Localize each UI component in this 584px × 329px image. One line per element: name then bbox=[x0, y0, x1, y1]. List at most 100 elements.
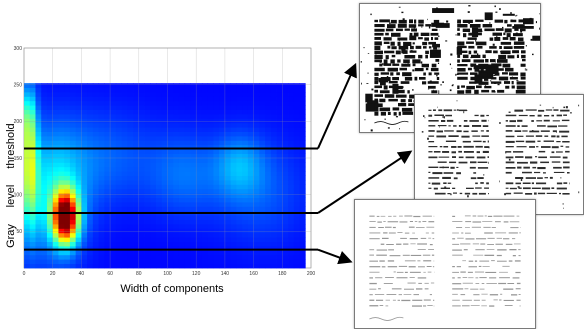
heatmap-cell bbox=[167, 131, 174, 137]
glyph-stroke bbox=[495, 232, 507, 234]
heatmap-cell bbox=[92, 180, 100, 185]
heatmap-cell bbox=[247, 232, 254, 238]
heatmap-cell bbox=[213, 237, 220, 242]
heatmap-cell bbox=[247, 224, 254, 229]
heatmap-cell bbox=[288, 118, 295, 124]
glyph-stroke bbox=[452, 305, 461, 307]
heatmap-cell bbox=[144, 149, 151, 154]
heatmap-cell bbox=[150, 202, 157, 207]
heatmap-cell bbox=[58, 109, 65, 115]
heatmap-cell bbox=[127, 224, 134, 229]
heatmap-cell bbox=[299, 109, 306, 115]
heatmap-cell bbox=[282, 140, 289, 146]
heatmap-cell bbox=[46, 149, 54, 154]
glyph-stroke bbox=[514, 109, 524, 112]
heatmap-cell bbox=[219, 193, 226, 198]
heatmap-cell bbox=[224, 193, 232, 198]
heatmap-cell bbox=[282, 136, 289, 141]
heatmap-cell bbox=[184, 224, 191, 229]
heatmap-cell bbox=[58, 250, 65, 256]
heatmap-cell bbox=[201, 105, 209, 110]
glyph-stroke bbox=[383, 59, 388, 64]
heatmap-cell bbox=[178, 162, 186, 168]
glyph-stroke bbox=[549, 156, 561, 158]
glyph-stroke bbox=[401, 299, 411, 302]
heatmap-cell bbox=[87, 158, 94, 163]
glyph-stroke bbox=[465, 227, 470, 228]
heatmap-cell bbox=[127, 193, 134, 198]
glyph-stroke bbox=[541, 146, 551, 148]
heatmap-cell bbox=[24, 83, 31, 88]
heatmap-cell bbox=[156, 250, 163, 256]
heatmap-cell bbox=[196, 149, 203, 154]
glyph-stroke bbox=[503, 215, 515, 217]
heatmap-cell bbox=[253, 92, 260, 97]
heatmap-cell bbox=[230, 184, 237, 190]
heatmap-cell bbox=[276, 250, 283, 256]
heatmap-cell bbox=[87, 166, 94, 172]
heatmap-cell bbox=[35, 246, 42, 251]
glyph-stroke bbox=[473, 254, 484, 256]
heatmap-cell bbox=[219, 180, 226, 185]
heatmap-cell bbox=[104, 140, 111, 146]
heatmap-cell bbox=[46, 153, 54, 159]
heatmap-cell bbox=[190, 144, 197, 150]
glyph-stroke bbox=[519, 232, 521, 234]
heatmap-cell bbox=[282, 202, 289, 207]
heatmap-cell bbox=[230, 96, 237, 102]
heatmap-cell bbox=[98, 105, 105, 110]
heatmap-cell bbox=[259, 219, 266, 225]
heatmap-cell bbox=[41, 180, 48, 185]
heatmap-cell bbox=[29, 127, 36, 132]
heatmap-cell bbox=[29, 83, 36, 88]
heatmap-cell bbox=[161, 100, 168, 106]
noise-speck bbox=[502, 26, 504, 29]
glyph-stroke bbox=[467, 271, 473, 273]
heatmap-cell bbox=[127, 188, 134, 194]
heatmap-cell bbox=[115, 219, 122, 225]
heatmap-cell bbox=[58, 224, 65, 229]
heatmap-cell bbox=[35, 171, 42, 176]
glyph-stroke bbox=[493, 215, 503, 217]
heatmap-cell bbox=[104, 136, 111, 141]
glyph-stroke bbox=[540, 130, 550, 132]
heatmap-cell bbox=[236, 114, 243, 119]
glyph-stroke bbox=[391, 288, 402, 290]
noise-speck bbox=[570, 112, 572, 114]
heatmap-cell bbox=[288, 188, 295, 194]
heatmap-cell bbox=[173, 263, 180, 269]
glyph-stroke bbox=[369, 260, 378, 262]
heatmap-cell bbox=[213, 166, 220, 172]
heatmap-cell bbox=[35, 136, 42, 141]
heatmap-cell bbox=[58, 140, 65, 146]
glyph-stroke bbox=[453, 109, 457, 111]
glyph-stroke bbox=[474, 271, 485, 273]
glyph-stroke bbox=[534, 171, 541, 174]
glyph-stroke bbox=[491, 227, 496, 228]
heatmap-cell bbox=[150, 109, 157, 115]
glyph-stroke bbox=[489, 294, 499, 296]
noise-speck bbox=[423, 115, 425, 117]
heatmap-cell bbox=[173, 140, 180, 146]
heatmap-cell bbox=[156, 237, 163, 242]
glyph-stroke bbox=[468, 45, 475, 49]
heatmap-cell bbox=[253, 144, 260, 150]
heatmap-cell bbox=[121, 215, 128, 220]
heatmap-cell bbox=[58, 131, 65, 137]
heatmap-cell bbox=[24, 188, 31, 194]
heatmap-cell bbox=[207, 109, 214, 115]
glyph-stroke bbox=[383, 37, 392, 41]
heatmap-cell bbox=[41, 246, 48, 251]
glyph-stroke bbox=[484, 215, 487, 217]
heatmap-cell bbox=[121, 254, 128, 260]
heatmap-cell bbox=[265, 215, 272, 220]
heatmap-cell bbox=[201, 149, 209, 154]
heatmap-cell bbox=[150, 83, 157, 88]
heatmap-cell bbox=[52, 87, 59, 93]
heatmap-cell bbox=[127, 180, 134, 185]
heatmap-cell bbox=[213, 175, 220, 181]
heatmap-cell bbox=[270, 219, 277, 225]
noise-speck bbox=[420, 61, 423, 64]
heatmap-cell bbox=[276, 96, 283, 102]
glyph-stroke bbox=[462, 299, 472, 301]
